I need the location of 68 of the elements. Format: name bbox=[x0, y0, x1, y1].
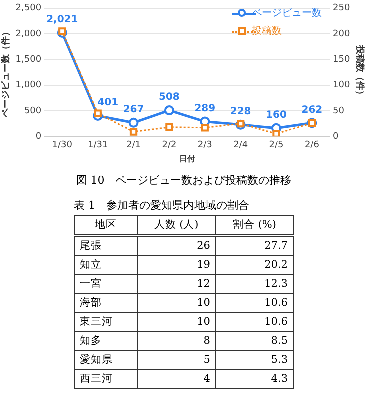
y-tick-label: 1,000 bbox=[16, 80, 42, 91]
data-label: 401 bbox=[98, 98, 119, 109]
x-tick-label: 2/1 bbox=[126, 140, 142, 150]
category-label: 西三河 bbox=[74, 370, 138, 388]
y2-tick-label: 0 bbox=[333, 132, 340, 142]
y-tick-label: 2,000 bbox=[16, 29, 42, 40]
data-label: 20.2 bbox=[216, 256, 294, 274]
text: 人数 (人) bbox=[137, 216, 216, 236]
y-tick-label: 0 bbox=[36, 132, 42, 142]
y2-tick-label: 100 bbox=[333, 80, 350, 91]
y2-tick-label: 150 bbox=[333, 55, 350, 66]
data-label: 262 bbox=[302, 104, 323, 116]
category-label: 愛知県 bbox=[74, 350, 138, 370]
point bbox=[58, 28, 66, 36]
data-label: 10 bbox=[137, 294, 216, 312]
y-tick-label: 2,500 bbox=[16, 4, 42, 14]
data-label: 508 bbox=[159, 92, 180, 104]
category-label: 知多 bbox=[74, 332, 138, 350]
x-tick-label: 2/4 bbox=[234, 140, 248, 150]
x-tick-label: 2/5 bbox=[269, 140, 284, 150]
point bbox=[166, 124, 174, 132]
data-label: 27.7 bbox=[216, 236, 294, 256]
y2-tick-label: 250 bbox=[333, 4, 350, 14]
x-axis-title: 日付 bbox=[179, 154, 196, 164]
data-label: 8 bbox=[137, 332, 216, 350]
data-label: 8.5 bbox=[216, 332, 294, 350]
point bbox=[128, 118, 139, 128]
y-tick-label: 500 bbox=[24, 106, 42, 116]
point bbox=[164, 106, 174, 116]
data-label: 228 bbox=[230, 106, 252, 118]
x-tick-label: 1/31 bbox=[88, 140, 108, 150]
x-tick-label: 2/2 bbox=[162, 140, 177, 150]
caption: 図 10 ページビュー数および投稿数の推移 bbox=[75, 173, 293, 188]
y-axis-title: ページビュー数（件） bbox=[0, 28, 12, 118]
y-tick-label: 1,500 bbox=[16, 55, 42, 66]
data-label: 267 bbox=[123, 104, 144, 116]
y2-axis-title: 投稿数（件） bbox=[354, 44, 366, 100]
data-label: 26 bbox=[137, 236, 216, 256]
point bbox=[130, 128, 138, 136]
data-label: 12.3 bbox=[216, 274, 294, 294]
data-label: 12 bbox=[137, 274, 216, 294]
point bbox=[201, 124, 209, 132]
data-label: 2,021 bbox=[46, 14, 78, 26]
x-tick-label: 1/30 bbox=[52, 140, 73, 150]
y2-tick-label: 50 bbox=[333, 106, 345, 116]
text: 割合 (%) bbox=[216, 216, 294, 236]
data-label: 5.3 bbox=[216, 350, 294, 370]
text: 表 1 参加者の愛知県内地域の割合 bbox=[74, 198, 250, 213]
data-label: 289 bbox=[194, 103, 216, 114]
data-label: 10.6 bbox=[216, 294, 294, 312]
data-label: 10.6 bbox=[216, 312, 294, 332]
data-label: 19 bbox=[137, 256, 216, 274]
point bbox=[94, 110, 102, 118]
category-label: 海部 bbox=[74, 294, 138, 312]
data-label: 160 bbox=[266, 110, 287, 121]
category-label: 一宮 bbox=[74, 274, 138, 294]
category-label: 尾張 bbox=[74, 236, 138, 256]
data-label: 4 bbox=[137, 370, 216, 388]
data-label: 10 bbox=[137, 312, 216, 332]
text: 地区 bbox=[74, 216, 138, 236]
data-label: 4.3 bbox=[216, 370, 294, 388]
data-label: 5 bbox=[137, 350, 216, 370]
category-label: 知立 bbox=[74, 256, 138, 274]
point bbox=[272, 130, 280, 137]
x-tick-label: 2/6 bbox=[304, 140, 320, 150]
x-tick-label: 2/3 bbox=[198, 140, 212, 150]
category-label: 東三河 bbox=[74, 312, 138, 332]
y2-tick-label: 200 bbox=[333, 29, 350, 40]
